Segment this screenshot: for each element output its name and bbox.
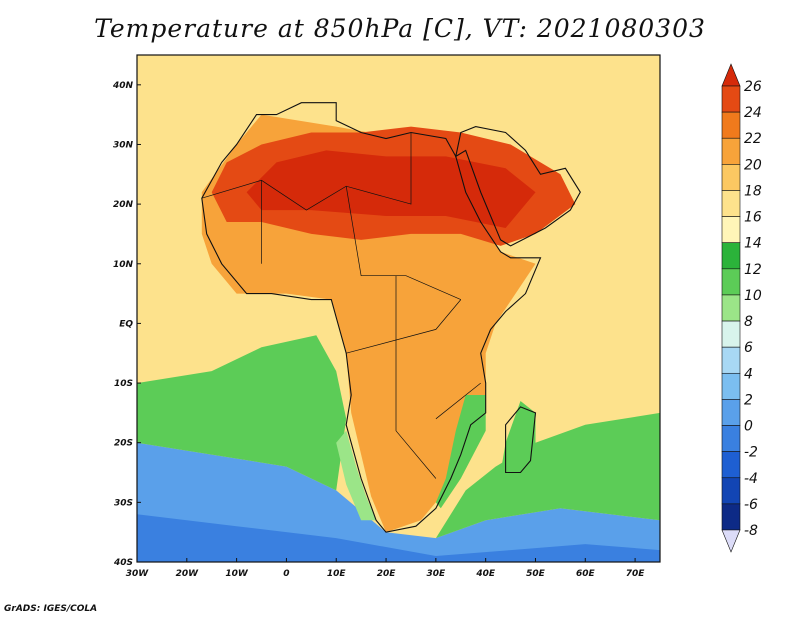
colorbar-label: 22 <box>744 131 762 147</box>
lon-tick-label: 60E <box>576 569 596 579</box>
colorbar-label: 8 <box>744 314 753 330</box>
grads-credit: GrADS: IGES/COLA <box>4 604 98 614</box>
colorbar-swatch <box>721 268 741 296</box>
colorbar-swatch <box>721 372 741 400</box>
colorbar-label: 6 <box>744 340 753 356</box>
region-indian-green <box>435 412 660 539</box>
lat-tick-label: 10S <box>114 379 133 389</box>
lon-tick-label: 0 <box>283 569 289 579</box>
country-border <box>201 132 412 211</box>
colorbar-swatch <box>721 399 741 426</box>
colorbar-swatch <box>721 477 741 505</box>
lat-tick-label: 20N <box>113 200 134 210</box>
colorbar-top-arrow <box>721 63 741 87</box>
madagascar-coastline <box>505 406 537 474</box>
colorbar-swatch <box>721 503 741 531</box>
colorbar-swatch <box>721 425 741 452</box>
colorbar-label: 14 <box>744 236 762 252</box>
country-border <box>395 275 437 479</box>
region-madagascar-green <box>500 401 536 473</box>
colorbar-label: 18 <box>744 183 762 199</box>
lat-tick-label: 40N <box>112 81 134 91</box>
country-border <box>346 299 462 354</box>
colorbar-swatch <box>721 111 741 139</box>
lat-tick-label: 20S <box>114 439 133 449</box>
lon-tick-label: 30W <box>126 569 150 579</box>
colorbar-swatch <box>721 164 741 191</box>
lat-tick-label: 10N <box>113 260 134 270</box>
colorbar-bottom-arrow <box>721 529 741 553</box>
lon-tick-label: 50E <box>526 569 546 579</box>
africa-coastline <box>201 102 542 533</box>
lon-tick-label: 10W <box>225 569 249 579</box>
colorbar-label: 26 <box>744 79 762 95</box>
colorbar-swatch <box>721 320 741 348</box>
lat-tick-label: 30S <box>114 498 133 508</box>
colorbar-swatch <box>721 216 741 244</box>
temperature-regions <box>137 114 660 562</box>
colorbar-swatch <box>721 346 741 374</box>
colorbar-swatch <box>721 451 741 479</box>
colorbar-label: 2 <box>744 392 753 408</box>
colorbar-label: 20 <box>744 157 762 173</box>
colorbar-label: 10 <box>744 288 762 304</box>
colorbar-label: 24 <box>744 105 762 121</box>
colorbar-swatch <box>721 137 741 165</box>
colorbar-label: 4 <box>744 366 753 382</box>
lon-tick-label: 30E <box>427 569 447 579</box>
lon-tick-label: 70E <box>626 569 646 579</box>
map-frame <box>136 54 661 563</box>
colorbar-swatch <box>721 190 741 217</box>
colorbar-label: -8 <box>744 523 758 539</box>
colorbar-swatch <box>721 294 741 322</box>
country-border <box>435 382 481 420</box>
lon-tick-label: 20E <box>377 569 397 579</box>
country-border <box>345 186 461 300</box>
region-sw-coast-cold <box>336 430 377 521</box>
colorbar-swatch <box>721 85 741 113</box>
colorbar-label: -2 <box>744 445 758 461</box>
lon-tick-label: 10E <box>327 569 347 579</box>
region-southern-ocean-deep <box>137 514 660 562</box>
lat-tick-label: 40S <box>113 558 133 568</box>
colorbar-label: -6 <box>744 497 758 513</box>
colorbar-label: 16 <box>744 210 762 226</box>
colorbar-label: 0 <box>744 419 753 435</box>
map-title: Temperature at 850hPa [C], VT: 202108030… <box>94 14 706 43</box>
colorbar-label: -4 <box>744 471 758 487</box>
region-sahara-core <box>246 150 536 228</box>
lat-tick-label: EQ <box>119 319 133 329</box>
lon-tick-label: 20W <box>176 569 200 579</box>
land-outline <box>201 102 581 533</box>
colorbar-label: 12 <box>744 262 762 278</box>
axis-ticks: 30W 20W 10W 0 10E 20E 30E 40E 50E 60E 70E 40N 30N 20N… <box>112 81 645 579</box>
lon-tick-label: 40E <box>475 569 496 579</box>
region-atlantic-green <box>137 335 347 491</box>
lat-tick-label: 30N <box>113 140 134 150</box>
colorbar-swatch <box>721 242 741 270</box>
arabia-coastline <box>455 126 581 247</box>
